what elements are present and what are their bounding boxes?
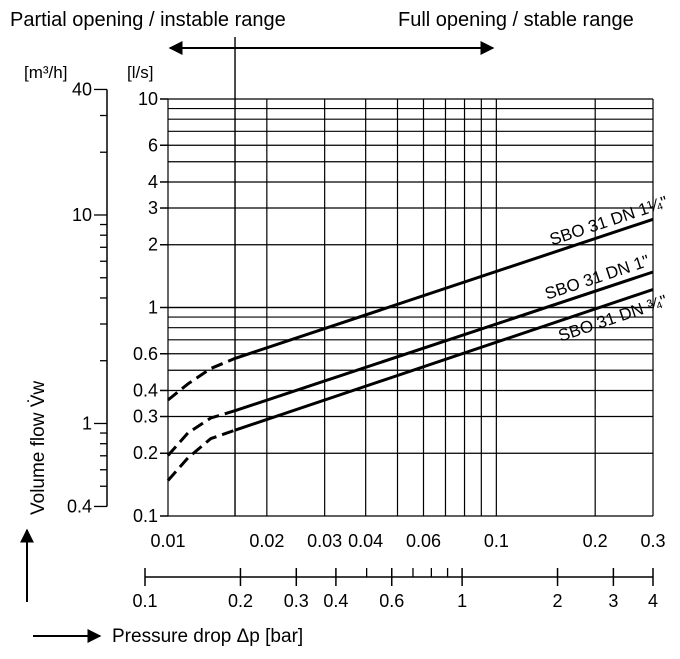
y-tick-label: 10 bbox=[138, 89, 158, 109]
x2-tick-label: 0.3 bbox=[284, 591, 309, 611]
series-1-solid-line bbox=[234, 217, 654, 360]
partial-opening-label: Partial opening / instable range bbox=[10, 9, 286, 31]
x2-tick-label: 0.4 bbox=[323, 591, 348, 611]
y-tick-label: 0.2 bbox=[133, 443, 158, 463]
y-tick-label: 3 bbox=[148, 198, 158, 218]
y-tick-label: 0.6 bbox=[133, 344, 158, 364]
x-tick-label: 0.02 bbox=[249, 531, 284, 551]
chart-grid bbox=[167, 37, 654, 517]
x-axis-title: Pressure drop Δp [bar] bbox=[112, 626, 303, 647]
x-tick-label: 0.2 bbox=[583, 531, 608, 551]
x-tick-label: 0.3 bbox=[640, 531, 665, 551]
y-tick-label: 0.4 bbox=[133, 380, 158, 400]
y-tick-label: 6 bbox=[148, 135, 158, 155]
x2-tick-label: 0.2 bbox=[228, 591, 253, 611]
unit-m3h-label: [m³/h] bbox=[24, 63, 67, 82]
m3h-tick-label: 0.4 bbox=[67, 496, 92, 516]
y-tick-label: 2 bbox=[148, 235, 158, 255]
series-2-solid-line bbox=[234, 270, 654, 413]
x2-tick-label: 0.1 bbox=[132, 591, 157, 611]
x-tick-label: 0.03 bbox=[307, 531, 342, 551]
m3h-tick-label: 10 bbox=[72, 205, 92, 225]
y-tick-label: 0.1 bbox=[133, 506, 158, 526]
m3h-axis: 40 10 1 0.4 bbox=[67, 79, 108, 516]
full-opening-label: Full opening / stable range bbox=[398, 9, 634, 31]
y-tick-label: 1 bbox=[148, 298, 158, 318]
y-axis-title: Volume flow V̇w bbox=[28, 381, 49, 515]
m3h-tick-label: 40 bbox=[72, 79, 92, 99]
x2-tick-label: 4 bbox=[648, 591, 658, 611]
m3h-tick-label: 1 bbox=[82, 413, 92, 433]
series-labels: SBO 31 DN 1¼"SBO 31 DN 1"SBO 31 DN ¾" bbox=[542, 192, 670, 345]
x-tick-label: 0.1 bbox=[484, 531, 509, 551]
x2-tick-label: 2 bbox=[553, 591, 563, 611]
y-tick-label: 4 bbox=[148, 172, 158, 192]
x-tick-label: 0.01 bbox=[150, 531, 185, 551]
x-tick-label: 0.06 bbox=[406, 531, 441, 551]
x2-tick-label: 0.6 bbox=[379, 591, 404, 611]
y-tick-label: 0.3 bbox=[133, 407, 158, 427]
series-2-dashed-line bbox=[166, 409, 236, 457]
x-tick-label: 0.04 bbox=[348, 531, 383, 551]
secondary-x-axis: 0.1 0.2 0.3 0.4 0.6 1 2 3 4 bbox=[132, 568, 658, 611]
series-1-dashed-line bbox=[167, 357, 236, 402]
unit-ls-label: [l/s] bbox=[127, 63, 153, 82]
chart-ticks: 10 6 4 3 2 1 0.6 0.4 0.3 0.2 0.1 0.01 0.02 0.03 0.04 0.… bbox=[133, 89, 666, 551]
x2-tick-label: 1 bbox=[457, 591, 467, 611]
x2-tick-label: 3 bbox=[608, 591, 618, 611]
chart-curves bbox=[166, 217, 654, 482]
series-3-solid-line bbox=[234, 288, 654, 432]
series-3-dashed-line bbox=[166, 428, 236, 482]
